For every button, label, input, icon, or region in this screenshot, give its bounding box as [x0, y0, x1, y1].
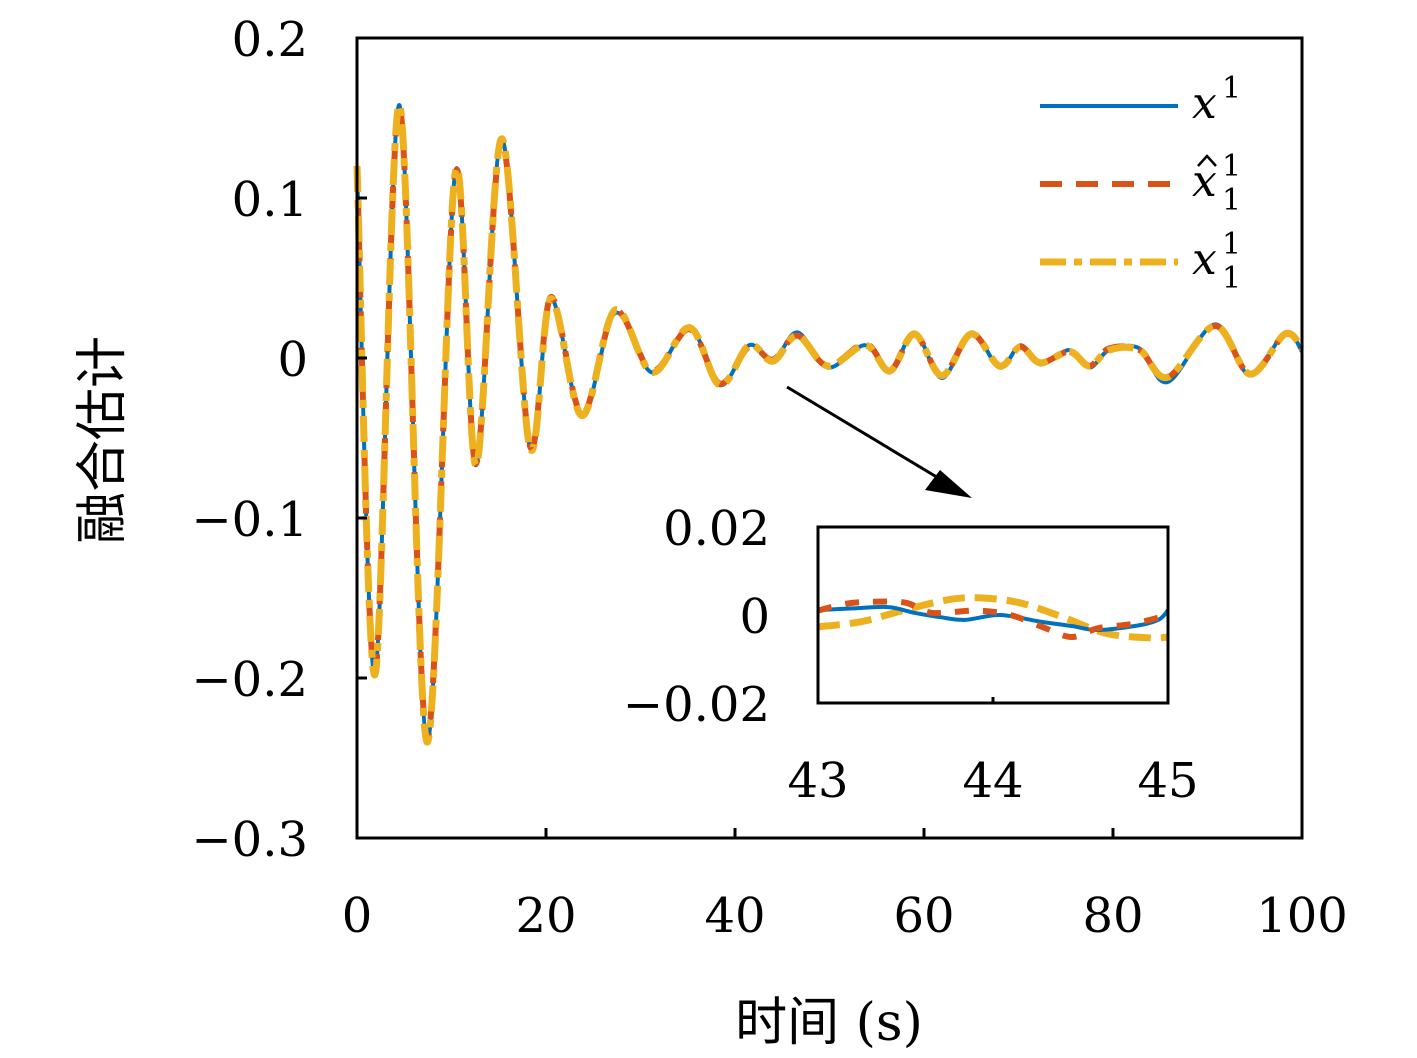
legend-subscript: 1	[1222, 261, 1241, 296]
series-xfused	[353, 101, 1305, 746]
y-tick-label: −0.2	[191, 652, 308, 708]
y-axis-label: 融合估计	[73, 336, 133, 544]
legend-symbol: x	[1192, 78, 1217, 129]
inset-y-tick-label: 0	[739, 589, 770, 645]
inset-series-xhat	[817, 598, 1169, 641]
legend: x 1x 11x 11	[1040, 71, 1241, 296]
x-axis-label: 时间 (s)	[735, 993, 923, 1053]
legend-subscript: 1	[1222, 183, 1241, 218]
legend-superscript: 1	[1222, 149, 1241, 184]
main-plot-frame	[355, 36, 1304, 840]
x-tick-label: 60	[893, 888, 954, 944]
x-tick-label: 0	[342, 888, 373, 944]
inset-x-tick-label: 45	[1137, 753, 1198, 809]
inset-series-x	[817, 604, 1170, 632]
legend-symbol: x	[1192, 156, 1217, 207]
x-tick-label: 100	[1256, 888, 1348, 944]
x-tick-label: 20	[515, 888, 576, 944]
legend-superscript: 1	[1222, 71, 1241, 106]
zoom-arrow	[786, 385, 972, 498]
x-tick-label: 40	[704, 888, 765, 944]
main-ticks: 0 20 40 60 80 100 0.2 0.1 0 −0.1 −0.2 −0.3	[191, 12, 1347, 944]
legend-entry: x 11	[1192, 227, 1241, 296]
main-series-group	[353, 101, 1305, 746]
x-tick-label: 80	[1082, 888, 1143, 944]
inset-x-tick-label: 44	[962, 753, 1023, 809]
inset-series-group	[817, 594, 1170, 642]
y-tick-label: 0.2	[232, 12, 308, 68]
hat-accent-icon	[1197, 154, 1217, 167]
y-tick-label: 0	[277, 332, 308, 388]
y-tick-label: −0.3	[191, 812, 308, 868]
y-tick-label: −0.1	[191, 492, 308, 548]
legend-superscript: 1	[1222, 227, 1241, 262]
inset-y-tick-label: −0.02	[623, 677, 770, 733]
y-tick-label: 0.1	[232, 172, 308, 228]
inset-x-tick-label: 43	[787, 753, 848, 809]
legend-entry: x 11	[1192, 149, 1241, 218]
legend-symbol: x	[1192, 234, 1217, 285]
inset-y-tick-label: 0.02	[663, 501, 770, 557]
inset-series-xfused	[817, 594, 1169, 642]
inset-ticks: 43 44 45 0.02 0 −0.02	[623, 501, 1199, 809]
